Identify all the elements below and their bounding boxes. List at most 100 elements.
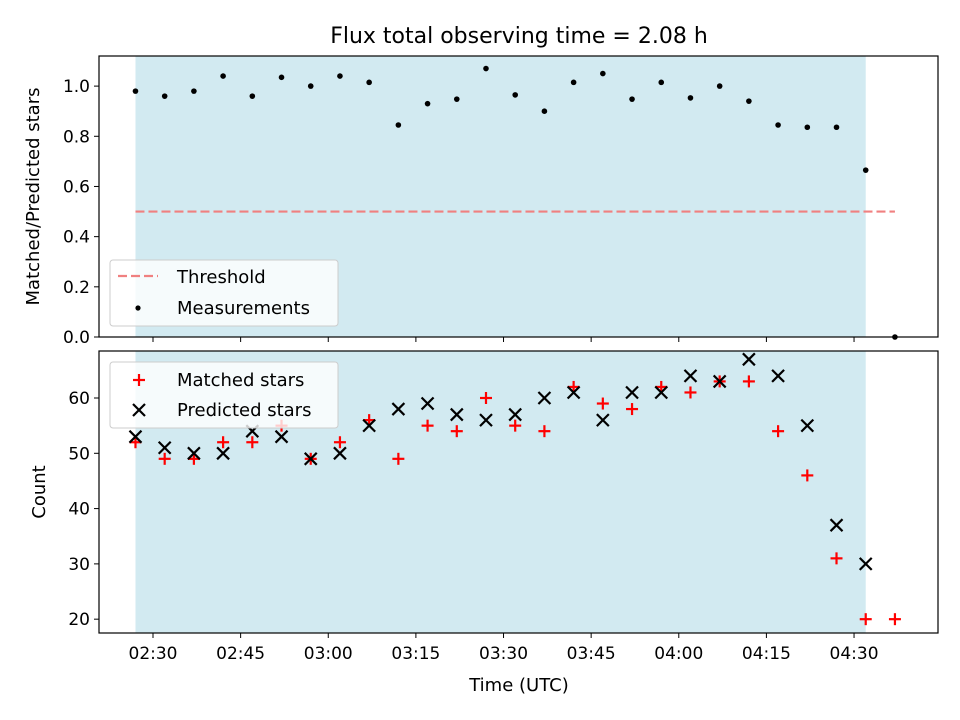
- x-tick-label: 03:00: [304, 644, 353, 664]
- predicted-star-point: [771, 369, 785, 383]
- ratio-y-axis-label: Matched/Predicted stars: [23, 88, 44, 306]
- matched-star-point: [246, 436, 259, 449]
- measurement-point: [600, 70, 606, 77]
- legend-threshold-label: Threshold: [176, 267, 266, 288]
- y-tick-label: 60: [68, 389, 90, 409]
- measurement-point: [570, 79, 577, 86]
- y-tick-label: 30: [68, 555, 90, 575]
- matched-star-point: [742, 375, 755, 388]
- x-tick-label: 02:45: [216, 644, 265, 664]
- matched-star-point: [830, 552, 843, 565]
- measurement-point: [220, 73, 226, 79]
- matched-star-point: [392, 452, 405, 465]
- predicted-star-point: [654, 385, 669, 400]
- x-tick-label: 02:30: [129, 644, 178, 664]
- predicted-star-point: [187, 446, 201, 461]
- matched-star-point: [772, 425, 785, 438]
- predicted-star-point: [858, 557, 873, 571]
- ratio-panel-ticks: 0.0 0.2 0.4 0.6 0.8 1.0: [63, 77, 855, 348]
- measurement-point: [483, 65, 489, 72]
- measurement-point: [424, 100, 431, 107]
- y-tick-label: 0.4: [63, 228, 90, 248]
- x-tick-label: 03:15: [391, 644, 440, 664]
- predicted-star-point: [157, 440, 172, 455]
- matched-star-point: [509, 419, 522, 432]
- x-tick-label: 03:45: [567, 644, 616, 664]
- predicted-star-point: [566, 385, 581, 400]
- predicted-star-point: [625, 385, 639, 400]
- measurement-point: [453, 96, 460, 102]
- predicted-star-point: [596, 413, 610, 427]
- count-y-axis-label: Count: [29, 465, 50, 518]
- legend-predicted-label: Predicted stars: [177, 400, 311, 421]
- matched-star-point: [596, 397, 609, 410]
- x-axis-label: Time (UTC): [468, 675, 569, 696]
- predicted-star-point: [362, 418, 376, 433]
- predicted-star-point: [800, 418, 815, 433]
- matched-star-point: [450, 425, 463, 438]
- predicted-star-point: [216, 446, 230, 461]
- x-tick-label: 04:30: [830, 644, 879, 664]
- predicted-star-point: [683, 369, 698, 383]
- predicted-star-point: [333, 446, 347, 461]
- measurement-point: [658, 79, 665, 86]
- measurement-point: [395, 122, 402, 128]
- predicted-star-point: [274, 429, 289, 444]
- legend-predicted-swatch: [132, 403, 146, 417]
- y-tick-label: 20: [68, 610, 90, 630]
- measurement-point: [541, 108, 548, 114]
- matched-star-point: [217, 436, 230, 449]
- matched-star-point: [538, 425, 551, 438]
- y-tick-label: 0.6: [63, 177, 90, 197]
- measurement-point: [366, 79, 372, 86]
- predicted-star-point: [537, 391, 552, 405]
- predicted-star-point: [450, 407, 464, 422]
- matched-star-point: [158, 452, 171, 465]
- measurement-point: [716, 83, 723, 89]
- count-legend: Matched stars Predicted stars: [109, 361, 339, 429]
- measurement-point: [307, 83, 314, 89]
- measurement-point: [191, 88, 197, 94]
- matched-star-point: [626, 403, 639, 416]
- count-legend-box: [109, 361, 339, 429]
- predicted-star-point: [712, 374, 727, 389]
- count-panel: 20 30 40 50 60 02:30 02:45 03:00 03:15 03:30 03:45…: [29, 350, 939, 664]
- chart-title: Flux total observing time = 2.08 h: [330, 24, 708, 49]
- matched-star-point: [859, 613, 872, 626]
- measurement-point: [249, 93, 256, 99]
- legend-matched-label: Matched stars: [177, 370, 304, 391]
- measurement-point: [512, 92, 519, 98]
- legend-matched-swatch: [133, 374, 145, 386]
- measurement-point: [132, 88, 139, 94]
- legend-measurements-swatch: [135, 305, 141, 311]
- measurement-point: [746, 98, 752, 104]
- matched-star-point: [479, 392, 492, 404]
- y-tick-label: 0.8: [63, 127, 90, 147]
- measurement-point: [161, 93, 168, 99]
- matched-star-point: [801, 469, 814, 482]
- predicted-star-point: [742, 352, 756, 367]
- matched-star-point: [684, 386, 697, 399]
- ratio-panel: 0.0 0.2 0.4 0.6 0.8 1.0 Matched/Predicted sta…: [23, 55, 939, 348]
- matched-star-point: [333, 436, 346, 449]
- count-panel-ticks: 20 30 40 50 60 02:30 02:45 03:00 03:15 03:30 03:45…: [68, 389, 878, 664]
- measurement-point: [278, 74, 285, 81]
- predicted-star-point: [479, 413, 493, 427]
- matched-star-point: [888, 613, 901, 626]
- measurement-point: [862, 167, 869, 173]
- predicted-star-point: [508, 407, 522, 422]
- predicted-star-point: [128, 429, 143, 444]
- y-tick-label: 0.2: [63, 278, 90, 298]
- ratio-legend: Threshold Measurements: [109, 259, 339, 327]
- measurement-point: [337, 73, 343, 79]
- predicted-star-point: [420, 396, 435, 411]
- ratio-panel-frame: [98, 55, 939, 338]
- predicted-star-point: [303, 452, 318, 466]
- measurement-point: [833, 124, 840, 131]
- count-panel-frame: [98, 350, 939, 634]
- measurement-point: [775, 122, 781, 128]
- ratio-legend-box: [109, 259, 339, 327]
- y-tick-label: 40: [68, 500, 90, 520]
- predicted-star-point: [829, 518, 844, 532]
